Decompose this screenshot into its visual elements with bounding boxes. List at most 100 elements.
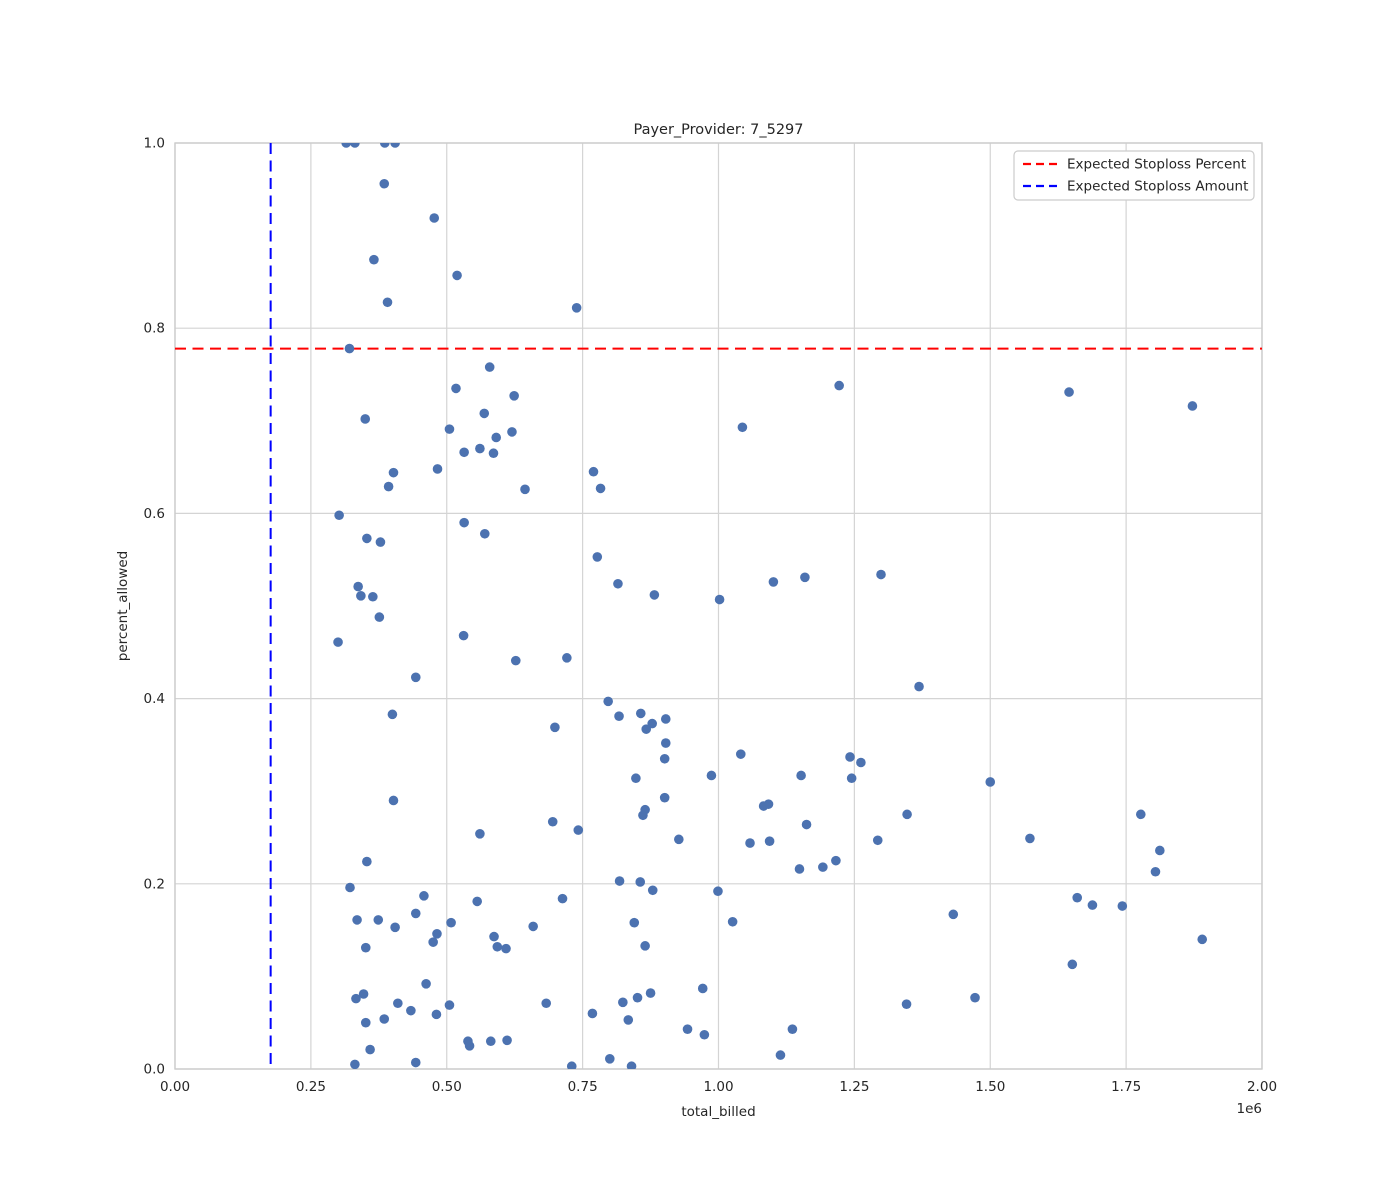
data-point	[528, 921, 538, 932]
data-point	[459, 517, 469, 528]
data-point	[645, 988, 656, 998]
data-point	[800, 572, 810, 583]
data-point	[659, 753, 670, 764]
data-point	[393, 998, 403, 1009]
data-point	[379, 1014, 390, 1024]
data-point	[1087, 900, 1098, 910]
x-tick-label: 1.00	[703, 1079, 733, 1095]
data-point	[603, 696, 613, 707]
x-tick-label: 1.25	[839, 1079, 869, 1095]
data-point	[635, 708, 646, 719]
data-point	[388, 795, 399, 806]
data-point	[520, 484, 530, 495]
data-point	[390, 143, 400, 148]
data-point	[379, 143, 390, 148]
data-point	[818, 862, 828, 872]
data-point	[356, 591, 366, 601]
data-point	[446, 917, 456, 928]
data-point	[507, 427, 517, 437]
data-point	[1025, 833, 1035, 844]
data-point	[647, 885, 658, 896]
x-tick-label: 0.25	[296, 1079, 326, 1095]
plot-area-border	[174, 142, 1263, 1070]
data-point	[431, 1009, 442, 1020]
data-point	[388, 467, 399, 478]
data-point	[713, 886, 723, 897]
data-point	[362, 856, 372, 867]
data-point	[571, 303, 582, 313]
data-point	[697, 983, 708, 994]
data-point	[640, 941, 650, 951]
data-point	[587, 1008, 598, 1019]
x-axis-title: total_billed	[681, 1104, 755, 1120]
data-point	[479, 528, 490, 539]
data-point	[510, 655, 521, 666]
data-point	[699, 1029, 710, 1040]
data-point	[682, 1024, 693, 1034]
data-point	[444, 1000, 455, 1010]
data-point	[1064, 387, 1074, 397]
data-point	[735, 749, 746, 759]
data-point	[475, 828, 485, 839]
data-point	[459, 447, 469, 458]
data-point	[352, 915, 362, 925]
data-point	[649, 590, 660, 600]
data-point	[796, 770, 806, 781]
data-point	[429, 213, 440, 223]
data-point	[350, 143, 360, 148]
y-tick-label: 1.0	[144, 136, 165, 152]
data-point	[432, 929, 442, 939]
data-point	[632, 992, 643, 1003]
data-point	[373, 915, 384, 925]
y-axis-title: percent_allowed	[115, 551, 131, 661]
data-point	[550, 722, 560, 733]
data-point	[374, 612, 385, 622]
legend-background	[1013, 150, 1255, 201]
data-point	[464, 1041, 475, 1051]
data-point	[1187, 401, 1198, 411]
data-point	[383, 481, 394, 492]
legend-label: Expected Stoploss Amount	[1067, 179, 1248, 195]
data-point	[345, 882, 355, 893]
data-point	[369, 254, 379, 265]
data-point	[350, 1059, 360, 1069]
data-point	[358, 989, 369, 999]
data-point	[674, 834, 684, 845]
data-point	[763, 799, 774, 809]
data-point	[458, 630, 469, 641]
y-tick-label: 0.8	[144, 321, 165, 337]
data-point	[360, 942, 371, 953]
data-point	[872, 835, 883, 846]
data-point	[614, 711, 624, 721]
data-point	[846, 773, 857, 784]
data-point	[419, 891, 429, 901]
data-point	[410, 1057, 421, 1068]
data-point	[605, 1054, 615, 1064]
data-point	[547, 816, 558, 827]
data-point	[557, 893, 568, 904]
data-point	[382, 297, 393, 308]
data-point	[660, 738, 671, 748]
data-point	[970, 992, 980, 1003]
data-point	[432, 464, 443, 474]
data-point	[485, 1036, 496, 1047]
data-point	[353, 581, 363, 592]
data-point	[488, 448, 499, 459]
data-point	[362, 533, 372, 544]
x-tick-label: 1.50	[975, 1079, 1005, 1095]
data-point	[387, 709, 398, 720]
data-points-group	[333, 143, 1208, 1069]
data-point	[410, 672, 421, 683]
data-point	[623, 1015, 634, 1025]
data-point	[613, 578, 623, 589]
x-tick-label: 0.75	[568, 1079, 598, 1095]
data-point	[566, 1061, 577, 1069]
x-tick-label: 2.00	[1247, 1079, 1277, 1095]
x-tick-label: 0.50	[432, 1079, 462, 1095]
data-point	[406, 1005, 416, 1016]
data-point	[410, 908, 421, 919]
data-point	[475, 443, 485, 454]
chart-title: Payer_Provider: 7_5297	[633, 122, 803, 138]
data-point	[334, 510, 344, 521]
data-point	[452, 270, 462, 281]
